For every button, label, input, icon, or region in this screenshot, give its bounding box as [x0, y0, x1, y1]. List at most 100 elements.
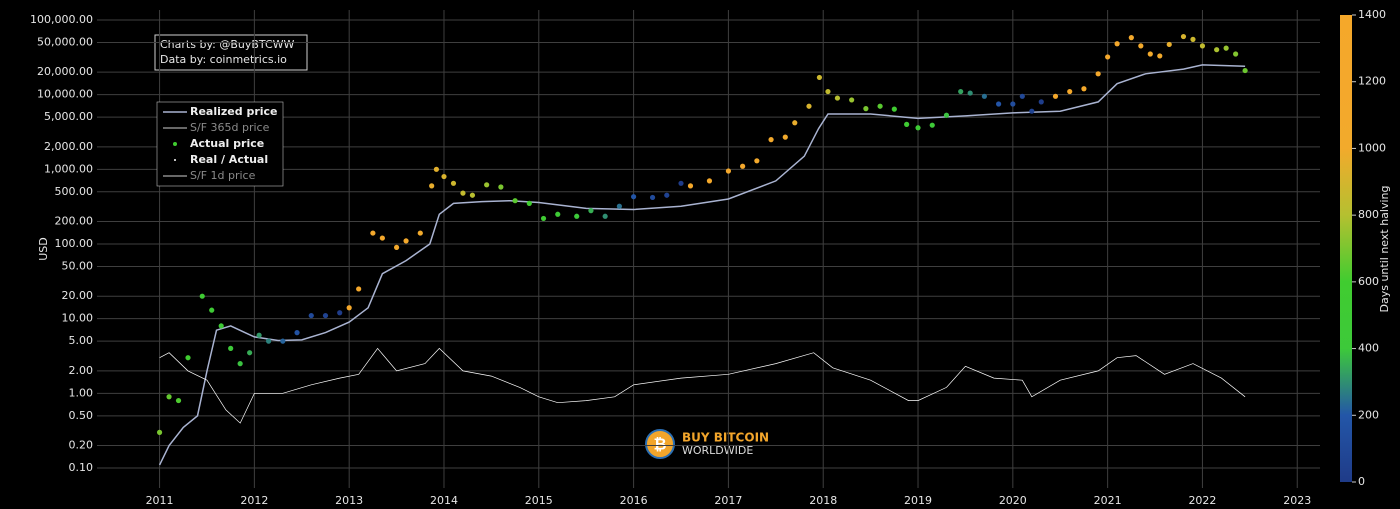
y-axis-title: USD [37, 237, 50, 261]
price-point [631, 194, 637, 200]
price-point [588, 208, 594, 214]
price-point [825, 88, 831, 95]
price-point [754, 158, 760, 164]
x-tick-label: 2020 [999, 494, 1027, 507]
colorbar-tick-label: 800 [1358, 208, 1379, 221]
price-point [1242, 67, 1248, 74]
x-tick-label: 2023 [1283, 494, 1311, 507]
price-point [664, 192, 670, 198]
legend-item[interactable]: Real / Actual [174, 153, 268, 166]
legend-label: Actual price [190, 137, 264, 150]
y-tick-label: 100.00 [55, 237, 94, 250]
legend-label: S/F 365d price [190, 121, 270, 134]
colorbar-tick-label: 1200 [1358, 75, 1386, 88]
annotation: Data by: coinmetrics.io [160, 53, 287, 66]
legend-label: Real / Actual [190, 153, 268, 166]
price-point [429, 183, 435, 189]
x-tick-label: 2016 [620, 494, 648, 507]
y-tick-label: 1.00 [69, 386, 94, 399]
price-point [806, 103, 812, 109]
price-point [379, 235, 385, 241]
y-tick-label: 100,000.00 [30, 13, 93, 26]
price-point [1095, 71, 1101, 77]
legend-symbol [173, 142, 177, 146]
price-point [1038, 99, 1044, 105]
legend-label: Realized price [190, 105, 278, 118]
price-point [256, 332, 262, 338]
price-point [958, 88, 964, 95]
colorbar-tick-label: 0 [1358, 475, 1365, 488]
y-tick-label: 1,000.00 [44, 162, 93, 175]
x-tick-label: 2018 [809, 494, 837, 507]
price-point [237, 361, 243, 367]
price-point [356, 286, 362, 292]
price-point [498, 184, 504, 190]
y-tick-label: 10.00 [62, 312, 94, 325]
price-point [484, 182, 490, 188]
colorbar-tick-label: 1000 [1358, 141, 1386, 154]
price-point [417, 230, 423, 236]
price-point [280, 338, 286, 344]
price-point [678, 180, 684, 186]
y-tick-label: 0.20 [69, 439, 94, 452]
price-point [1180, 33, 1187, 40]
price-point [943, 112, 950, 118]
legend-item[interactable]: Realized price [163, 105, 278, 118]
colorbar-tick-label: 600 [1358, 275, 1379, 288]
price-point [450, 180, 457, 186]
price-point [1128, 35, 1134, 41]
y-tick-label: 200.00 [55, 215, 94, 228]
price-point [526, 200, 532, 206]
y-tick-label: 10,000.00 [37, 88, 93, 101]
price-point [1223, 45, 1229, 51]
price-point [877, 103, 883, 109]
y-tick-label: 2.00 [69, 364, 94, 377]
y-tick-label: 500.00 [55, 185, 94, 198]
x-tick-label: 2013 [335, 494, 363, 507]
logo: ₿ BUY BITCOIN WORLDWIDE [645, 429, 769, 459]
y-tick-label: 0.50 [69, 409, 94, 422]
scatter-points [156, 33, 1248, 435]
price-point [904, 121, 910, 127]
price-point [687, 183, 694, 189]
logo-text: WORLDWIDE [682, 444, 753, 457]
annotation-box: Charts by: @BuyBTCWW Data by: coinmetric… [154, 34, 308, 71]
price-point [1190, 36, 1196, 42]
logo-symbol: ₿ [653, 435, 666, 454]
price-point [337, 310, 343, 316]
legend-item[interactable]: S/F 365d price [163, 121, 270, 134]
price-point [403, 238, 409, 244]
legend: Realized price S/F 365d price Actual price… [156, 101, 284, 187]
price-point [1147, 51, 1153, 57]
price-point [649, 194, 656, 201]
x-tick-label: 2014 [430, 494, 458, 507]
price-point [967, 90, 973, 96]
price-point [1166, 41, 1172, 48]
price-point [616, 203, 622, 209]
price-point [816, 74, 823, 81]
price-point [1214, 47, 1220, 53]
price-point [308, 312, 314, 319]
colorbar-tick-label: 200 [1358, 408, 1379, 421]
price-point [156, 429, 163, 435]
colorbar [1340, 15, 1352, 482]
price-point [740, 163, 746, 169]
colorbar-title: Days until next halving [1378, 186, 1391, 313]
x-tick-label: 2017 [714, 494, 742, 507]
y-tick-label: 20,000.00 [37, 65, 93, 78]
price-point [294, 330, 300, 336]
price-point [1081, 86, 1087, 92]
annotation-frame [154, 34, 308, 71]
price-point [574, 213, 580, 219]
price-point [228, 345, 234, 351]
legend-item[interactable]: Actual price [173, 137, 264, 150]
price-point [218, 323, 224, 329]
series-line [158, 64, 1246, 466]
price-point [1052, 93, 1059, 99]
price-point [782, 134, 788, 140]
legend-item[interactable]: S/F 1d price [163, 169, 256, 182]
legend-label: S/F 1d price [190, 169, 256, 182]
y-tick-label: 5.00 [69, 334, 94, 347]
x-tick-label: 2015 [525, 494, 553, 507]
y-tick-label: 50.00 [62, 259, 94, 272]
